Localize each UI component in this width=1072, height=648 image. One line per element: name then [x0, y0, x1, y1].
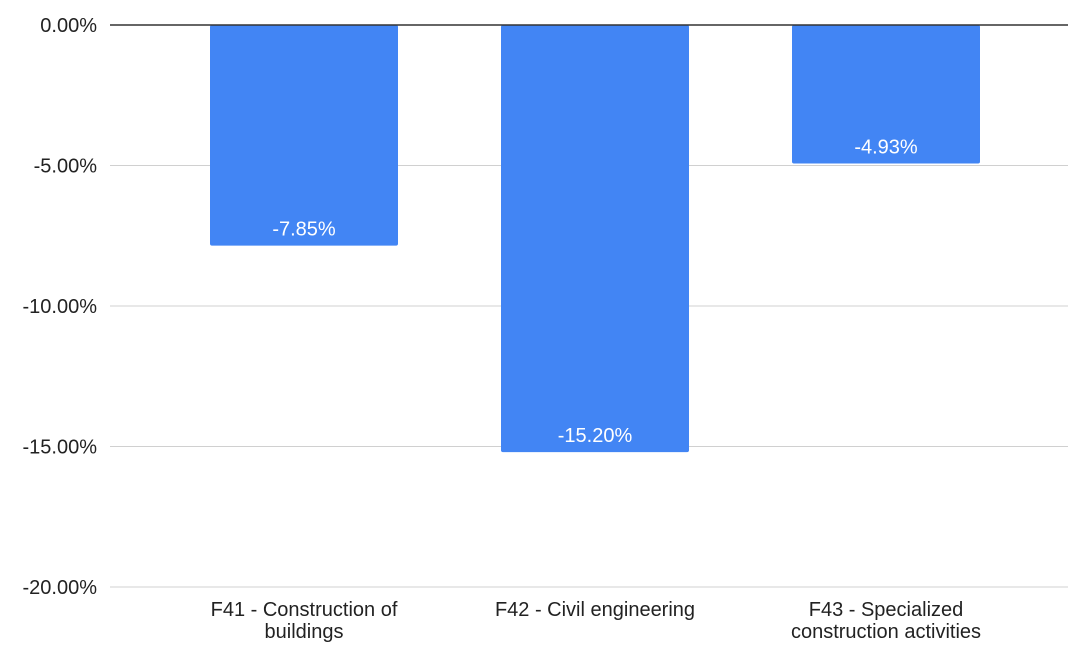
y-axis-tick-labels: 0.00% -5.00% -10.00% -15.00% -20.00%: [23, 15, 98, 599]
y-tick-label: 0.00%: [40, 15, 97, 37]
y-tick-label: -15.00%: [23, 437, 98, 459]
x-category-label: F42 - Civil engineering: [495, 599, 695, 621]
x-category-label-line: F43 - Specialized: [809, 599, 964, 621]
bar: [501, 25, 689, 453]
x-category-label: F43 - Specialized construction activities: [791, 599, 981, 643]
x-category-label-line: F42 - Civil engineering: [495, 599, 695, 621]
bar-data-label: -15.20%: [558, 425, 633, 447]
bars: [210, 25, 980, 453]
y-tick-label: -10.00%: [23, 296, 98, 318]
y-tick-label: -20.00%: [23, 577, 98, 599]
data-labels: -7.85% -15.20% -4.93%: [272, 137, 918, 448]
x-category-label-line: buildings: [265, 621, 344, 643]
x-category-label: F41 - Construction of buildings: [211, 599, 398, 643]
x-category-label-line: construction activities: [791, 621, 981, 643]
y-tick-label: -5.00%: [34, 156, 98, 178]
bar: [792, 25, 980, 164]
x-category-label-line: F41 - Construction of: [211, 599, 398, 621]
x-axis-category-labels: F41 - Construction of buildings F42 - Civi…: [211, 599, 981, 643]
bar-data-label: -4.93%: [854, 137, 918, 159]
bar: [210, 25, 398, 246]
bar-data-label: -7.85%: [272, 219, 336, 241]
